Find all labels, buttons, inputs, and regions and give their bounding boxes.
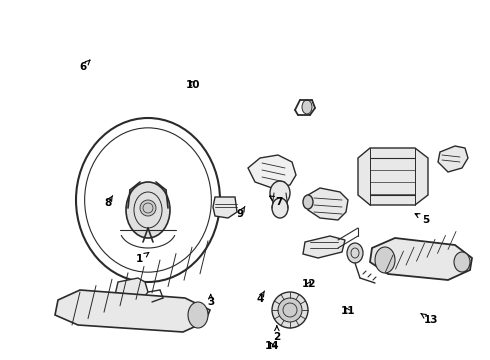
Ellipse shape [140, 200, 156, 216]
Text: 8: 8 [104, 195, 113, 208]
Polygon shape [248, 155, 296, 188]
Ellipse shape [272, 292, 308, 328]
Ellipse shape [375, 247, 395, 273]
Ellipse shape [188, 302, 208, 328]
Text: 4: 4 [256, 291, 265, 304]
Polygon shape [213, 197, 237, 218]
Polygon shape [438, 146, 468, 172]
Ellipse shape [278, 298, 302, 322]
Ellipse shape [302, 100, 312, 114]
Ellipse shape [76, 118, 220, 282]
Text: 13: 13 [421, 314, 439, 325]
Ellipse shape [454, 252, 470, 272]
Polygon shape [370, 238, 472, 280]
Ellipse shape [347, 243, 363, 263]
Text: 5: 5 [415, 213, 430, 225]
Polygon shape [308, 188, 348, 220]
Polygon shape [358, 148, 428, 205]
Text: 7: 7 [270, 196, 283, 207]
Text: 11: 11 [341, 306, 355, 316]
Polygon shape [303, 236, 345, 258]
Text: 9: 9 [237, 206, 245, 219]
Ellipse shape [126, 182, 170, 238]
Text: 10: 10 [186, 80, 201, 90]
Ellipse shape [272, 198, 288, 218]
Ellipse shape [270, 181, 290, 205]
Text: 2: 2 [273, 326, 280, 342]
Polygon shape [115, 278, 148, 308]
Ellipse shape [303, 195, 313, 209]
Text: 12: 12 [301, 279, 316, 289]
Text: 3: 3 [207, 294, 214, 307]
Text: 14: 14 [265, 341, 279, 351]
Polygon shape [55, 290, 210, 332]
Text: 6: 6 [80, 60, 90, 72]
Text: 1: 1 [136, 252, 149, 264]
